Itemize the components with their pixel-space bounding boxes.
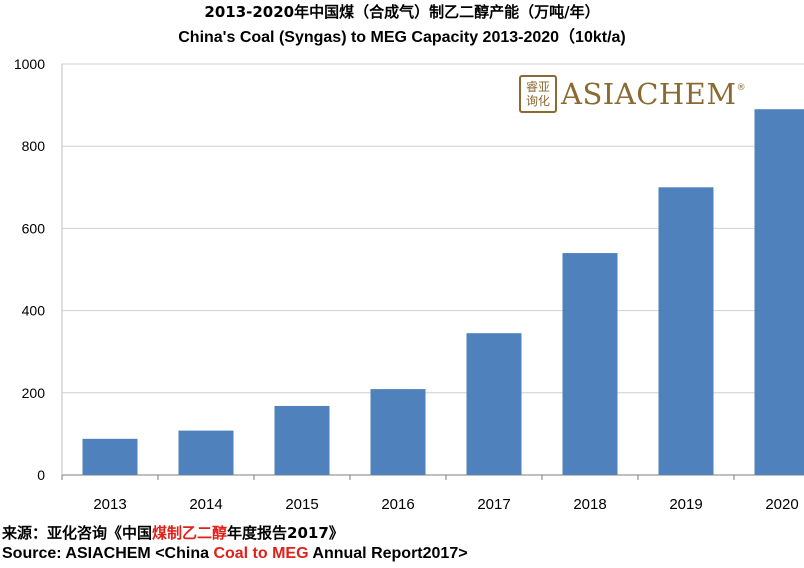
y-tick-label: 1000 bbox=[14, 56, 45, 72]
y-tick-label: 0 bbox=[37, 467, 45, 483]
y-tick-label: 400 bbox=[22, 303, 46, 319]
bar-2013 bbox=[82, 438, 138, 475]
bar-2016 bbox=[370, 389, 426, 475]
source-en: Source: ASIACHEM <China Coal to MEG Annu… bbox=[2, 545, 468, 562]
y-tick-label: 600 bbox=[22, 220, 46, 236]
x-tick-label: 2016 bbox=[381, 496, 414, 513]
logo-seal: 睿亚询化 bbox=[519, 75, 557, 113]
bar-2019 bbox=[658, 187, 714, 476]
chart-title-en: China's Coal (Syngas) to MEG Capacity 20… bbox=[178, 29, 626, 46]
asiachem-logo: 睿亚询化 ASIACHEM ® bbox=[519, 71, 746, 117]
chart-title-cn: 2013-2020年中国煤（合成气）制乙二醇产能（万吨/年） bbox=[204, 3, 600, 21]
source-cn: 来源：亚化咨询《中国煤制乙二醇年度报告2017》 bbox=[2, 524, 344, 542]
bar-2017 bbox=[466, 333, 522, 475]
bar-2020 bbox=[754, 109, 804, 476]
x-tick-label: 2019 bbox=[669, 496, 702, 513]
logo-registered-mark: ® bbox=[736, 83, 746, 93]
x-tick-label: 2013 bbox=[93, 496, 126, 513]
logo-text: ASIACHEM bbox=[561, 77, 737, 111]
x-tick-label: 2020 bbox=[765, 496, 798, 513]
bar-chart: 0 200 400 600 800 1000 2013 2014 2015 2016 2017 201… bbox=[14, 56, 804, 513]
x-tick-label: 2017 bbox=[477, 496, 510, 513]
y-tick-label: 200 bbox=[22, 385, 46, 401]
bar-2014 bbox=[178, 430, 234, 475]
x-tick-label: 2018 bbox=[573, 496, 606, 513]
x-tick-label: 2015 bbox=[285, 496, 318, 513]
bar-2018 bbox=[562, 253, 618, 475]
x-tick-label: 2014 bbox=[189, 496, 222, 513]
y-tick-label: 800 bbox=[22, 138, 46, 154]
bar-2015 bbox=[274, 405, 330, 475]
